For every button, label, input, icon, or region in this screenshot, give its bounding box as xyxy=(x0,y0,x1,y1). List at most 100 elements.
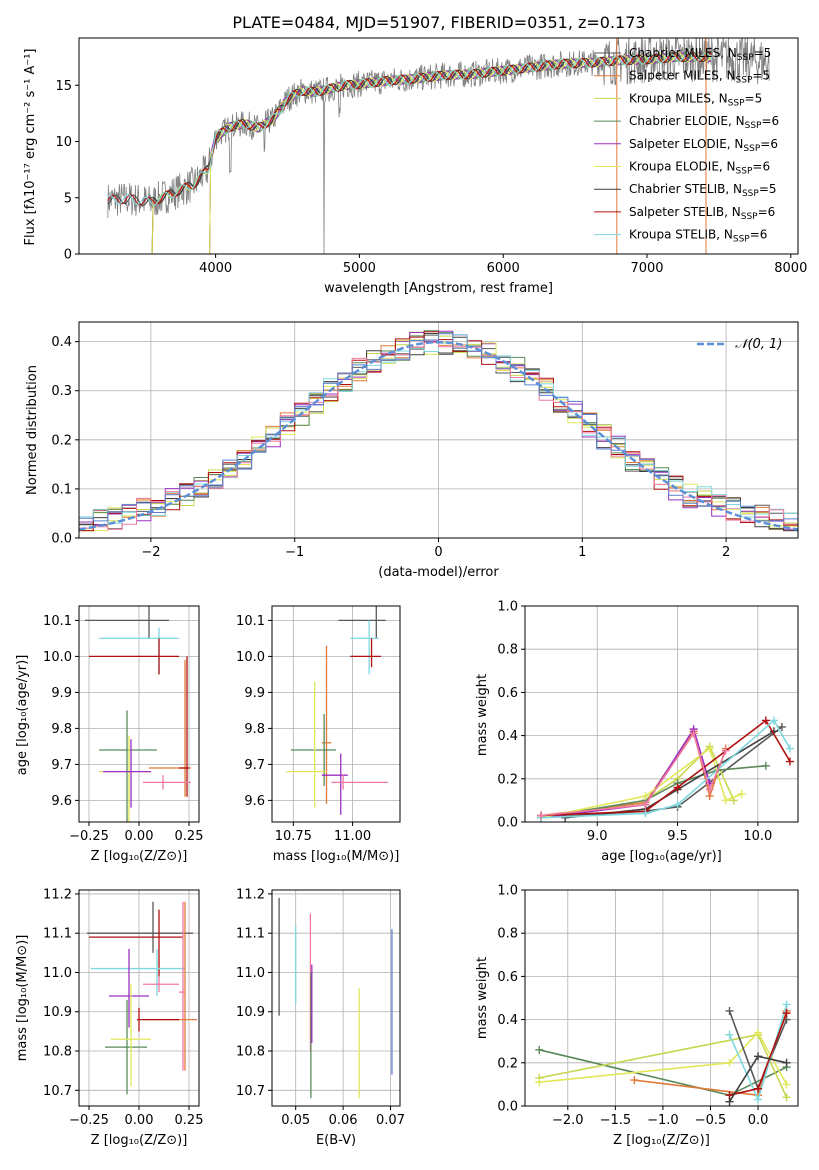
x-tick-label: −0.25 xyxy=(69,829,109,844)
weight-point-marker xyxy=(782,1000,791,1009)
axes-frame xyxy=(271,889,401,1107)
y-tick-label: 15 xyxy=(55,79,72,94)
y-axis-label: mass weight xyxy=(475,957,490,1039)
weight-point-marker xyxy=(754,1028,763,1037)
legend-entry: Chabrier STELIB, NSSP=5 xyxy=(629,182,777,199)
y-tick-label: 0.8 xyxy=(497,643,518,658)
weight-point-marker xyxy=(754,1095,763,1104)
weight-point-marker xyxy=(761,716,770,725)
y-tick-label: 0.0 xyxy=(497,816,518,831)
age_vs_mass-panel: 10.75 11.00 9.6 9.7 9.8 9.9 10.0 10.1 mass [log₁… xyxy=(236,605,401,864)
x-tick-label: −2 xyxy=(141,545,160,560)
x-axis-label: age [log₁₀(age/yr)] xyxy=(601,849,722,864)
y-tick-label: 10.8 xyxy=(236,1045,265,1060)
weight-series-line xyxy=(540,745,735,819)
model-spectrum-line xyxy=(208,52,712,254)
weight-point-marker xyxy=(705,785,714,794)
y-tick-label: 9.9 xyxy=(51,686,72,701)
y-tick-label: 10.0 xyxy=(43,650,72,665)
y-tick-label: 10.1 xyxy=(43,614,72,629)
y-tick-label: 5 xyxy=(64,191,72,206)
weight-point-marker xyxy=(705,744,714,753)
weight-point-marker xyxy=(725,1030,734,1039)
figure-title: PLATE=0484, MJD=51907, FIBERID=0351, z=0… xyxy=(232,13,645,32)
axes-frame xyxy=(524,889,799,1107)
y-tick-label: 10.9 xyxy=(236,1005,265,1020)
weight-point-marker xyxy=(777,722,786,731)
y-tick-label: 10.9 xyxy=(43,1005,72,1020)
x-axis-label: E(B-V) xyxy=(316,1133,356,1148)
x-tick-label: 0.00 xyxy=(125,1113,154,1128)
weight-point-marker xyxy=(535,1045,544,1054)
y-tick-label: 11.2 xyxy=(43,887,72,902)
x-axis-label: Z [log₁₀(Z/Z⊙)] xyxy=(91,1133,188,1148)
weight-point-marker xyxy=(673,783,682,792)
mass_vs_Z-panel: −0.25 0.00 0.25 10.7 10.8 10.9 11.0 11.1 11.2 Z [… xyxy=(15,887,203,1148)
y-tick-label: 9.8 xyxy=(244,722,265,737)
y-tick-label: 0.0 xyxy=(51,532,72,547)
errorbar-group xyxy=(87,901,197,1095)
y-tick-label: 1.0 xyxy=(497,884,518,899)
axes-frame xyxy=(271,605,401,823)
weight-point-marker xyxy=(769,716,778,725)
x-tick-label: −1.0 xyxy=(647,1113,679,1128)
weight-point-marker xyxy=(721,796,730,805)
x-axis-label: wavelength [Angstrom, rest frame] xyxy=(324,281,553,296)
y-tick-label: 0.0 xyxy=(497,1100,518,1115)
legend-entry: Kroupa ELODIE, NSSP=6 xyxy=(629,160,770,177)
y-tick-label: 11.0 xyxy=(236,966,265,981)
weight-point-marker xyxy=(761,761,770,770)
x-tick-label: −0.25 xyxy=(69,1113,109,1128)
spectrum-panel: 4000 5000 6000 7000 8000 0 5 10 15 wavelength [An… xyxy=(23,37,807,296)
weight-point-marker xyxy=(641,800,650,809)
y-tick-label: 0.6 xyxy=(497,686,518,701)
y-tick-label: 10.1 xyxy=(236,614,265,629)
x-tick-label: 0.25 xyxy=(175,829,204,844)
legend-entry: Salpeter ELODIE, NSSP=6 xyxy=(629,137,778,154)
x-tick-label: 0.0 xyxy=(748,1113,769,1128)
y-tick-label: 10.8 xyxy=(43,1045,72,1060)
y-tick-label: 9.9 xyxy=(244,686,265,701)
model-spectrum-line xyxy=(208,52,712,254)
weight-point-marker xyxy=(782,1093,791,1102)
weight_vs_Z-panel: −2.0 −1.5 −1.0 −0.5 0.0 0.0 0.2 0.4 0.6 0.8 1.0 Z [… xyxy=(475,884,799,1148)
axes-frame xyxy=(78,37,799,255)
y-tick-label: 0.2 xyxy=(497,1056,518,1071)
weight-point-marker xyxy=(754,1052,763,1061)
weight-series-line xyxy=(541,719,791,817)
x-tick-label: 8000 xyxy=(774,261,807,276)
weight-point-marker xyxy=(689,729,698,738)
weight-point-marker xyxy=(725,1058,734,1067)
x-tick-label: 0.00 xyxy=(125,829,154,844)
y-tick-label: 0.2 xyxy=(51,433,72,448)
x-tick-label: 0.05 xyxy=(281,1113,310,1128)
errorbar-group xyxy=(85,606,191,822)
weight-point-marker xyxy=(721,746,730,755)
y-tick-label: 10.0 xyxy=(236,650,265,665)
x-tick-label: 5000 xyxy=(343,261,376,276)
y-tick-label: 10.7 xyxy=(43,1084,72,1099)
y-axis-label: age [log₁₀(age/yr)] xyxy=(15,655,30,776)
y-tick-label: 0.4 xyxy=(497,729,518,744)
y-tick-label: 9.6 xyxy=(51,794,72,809)
weight-point-marker xyxy=(537,811,546,820)
y-tick-label: 0.8 xyxy=(497,927,518,942)
weight-point-marker xyxy=(535,1078,544,1087)
x-tick-label: 9.5 xyxy=(667,829,688,844)
x-tick-label: 0.06 xyxy=(329,1113,358,1128)
weight-point-marker xyxy=(785,744,794,753)
mass_vs_ebv-panel: 0.05 0.06 0.07 10.7 10.8 10.9 11.0 11.1 11.2 E(B-… xyxy=(236,887,405,1148)
weight-point-marker xyxy=(754,1084,763,1093)
histogram-panel: −2 −1 0 1 2 0.0 0.1 0.2 0.3 0.4 (data-model)/error… xyxy=(25,321,799,580)
x-tick-label: 0 xyxy=(434,545,442,560)
y-tick-label: 10 xyxy=(55,135,72,150)
legend-entry: 𝒩(0, 1) xyxy=(735,337,782,352)
y-axis-label: Normed distribution xyxy=(25,365,40,495)
model-spectrum-line xyxy=(107,52,713,206)
weight-point-marker xyxy=(782,1080,791,1089)
errorbar-group xyxy=(286,606,389,815)
x-tick-label: 6000 xyxy=(487,261,520,276)
weight-point-marker xyxy=(673,800,682,809)
y-tick-label: 9.6 xyxy=(244,794,265,809)
